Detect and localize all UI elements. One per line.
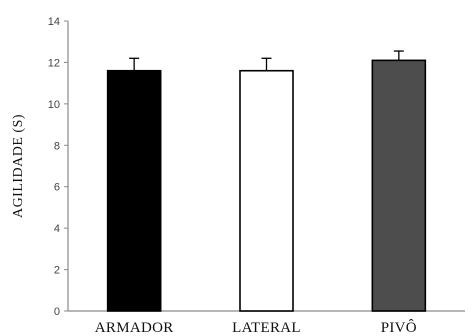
y-tick-label: 10 <box>48 99 60 111</box>
x-tick-label: PIVÔ <box>381 319 417 336</box>
bars <box>106 59 427 312</box>
x-tick-label: LATERAL <box>232 320 301 336</box>
y-tick-label: 14 <box>48 16 60 28</box>
y-axis-title: AGILIDADE (S) <box>11 114 26 218</box>
bar-armador <box>106 69 162 312</box>
y-tick-label: 0 <box>54 306 60 318</box>
y-tick-label: 8 <box>54 140 60 152</box>
y-tick-label: 6 <box>54 182 60 194</box>
y-ticks: 0 2 4 6 8 10 12 14 <box>48 16 68 318</box>
error-bars <box>129 50 404 71</box>
bar-pivô <box>371 59 427 312</box>
x-tick-label: ARMADOR <box>95 320 174 336</box>
y-tick-label: 4 <box>54 223 60 235</box>
y-tick-label: 2 <box>54 265 60 277</box>
bar-lateral <box>239 69 294 312</box>
y-tick-label: 12 <box>48 57 60 69</box>
x-tick-labels: ARMADOR LATERAL PIVÔ <box>95 319 417 336</box>
